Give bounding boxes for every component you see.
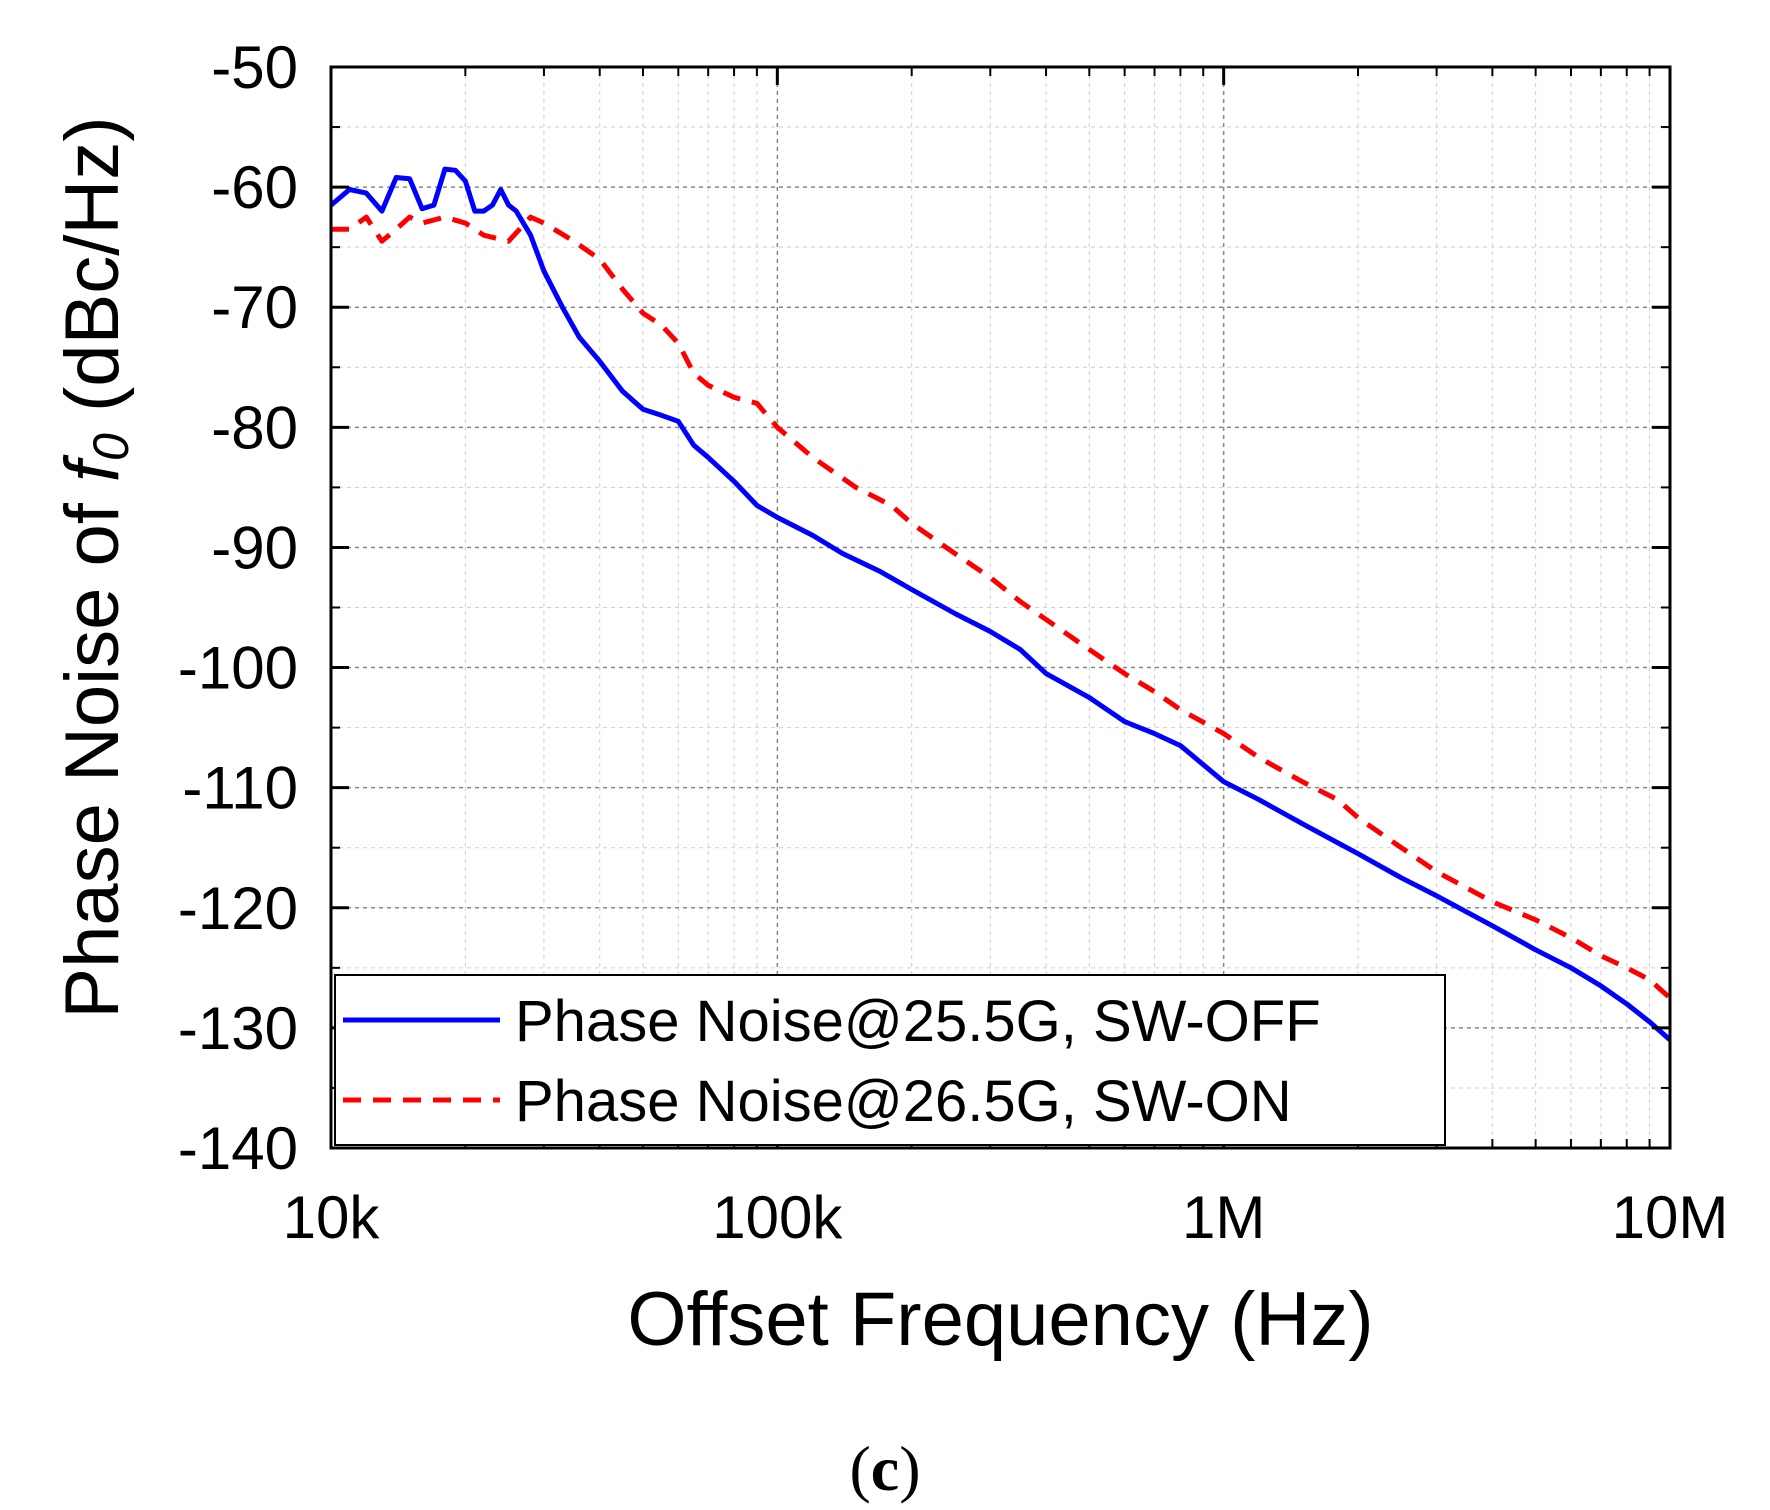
y-tick-label: -110: [182, 755, 298, 822]
tick-labels: 10k 100k 1M 10M -50 -60 -70 -80 -90 -100 -110 -120 -…: [178, 34, 1728, 1251]
legend-label-sw-off: Phase Noise@25.5G, SW-OFF: [515, 989, 1321, 1054]
y-tick-label: -60: [211, 154, 298, 221]
panel-label-open: (: [849, 1433, 870, 1504]
legend-box: [334, 974, 1446, 1146]
legend-label-sw-on: Phase Noise@26.5G, SW-ON: [515, 1069, 1292, 1134]
panel-label: (c): [849, 1433, 920, 1504]
y-tick-label: -50: [211, 34, 298, 101]
y-tick-label: -100: [178, 635, 298, 702]
y-axis-title-subscript: 0: [83, 433, 139, 461]
y-tick-label: -130: [178, 995, 298, 1062]
panel-label-close: ): [899, 1433, 920, 1504]
legend: Phase Noise@25.5G, SW-OFF Phase Noise@26…: [334, 974, 1446, 1146]
y-axis-title-suffix: (dBc/Hz): [50, 116, 135, 433]
x-tick-label: 10M: [1612, 1184, 1729, 1251]
x-tick-label: 100k: [712, 1184, 843, 1251]
x-tick-label: 10k: [283, 1184, 381, 1251]
y-axis-title-prefix: Phase Noise of: [50, 482, 135, 1019]
y-axis-title: Phase Noise of f0 (dBc/Hz): [50, 116, 139, 1018]
x-tick-label: 1M: [1182, 1184, 1265, 1251]
panel-label-letter: c: [871, 1433, 899, 1504]
y-tick-label: -140: [178, 1115, 298, 1182]
y-tick-label: -80: [211, 394, 298, 461]
series-lines: [329, 166, 1672, 1042]
series-line-sw-off: [329, 166, 1672, 1042]
y-tick-label: -70: [211, 274, 298, 341]
grid: [331, 67, 1670, 1148]
y-tick-label: -90: [211, 514, 298, 581]
series-line-sw-on: [331, 214, 1672, 1000]
x-axis-title: Offset Frequency (Hz): [627, 1277, 1373, 1362]
y-tick-label: -120: [178, 875, 298, 942]
